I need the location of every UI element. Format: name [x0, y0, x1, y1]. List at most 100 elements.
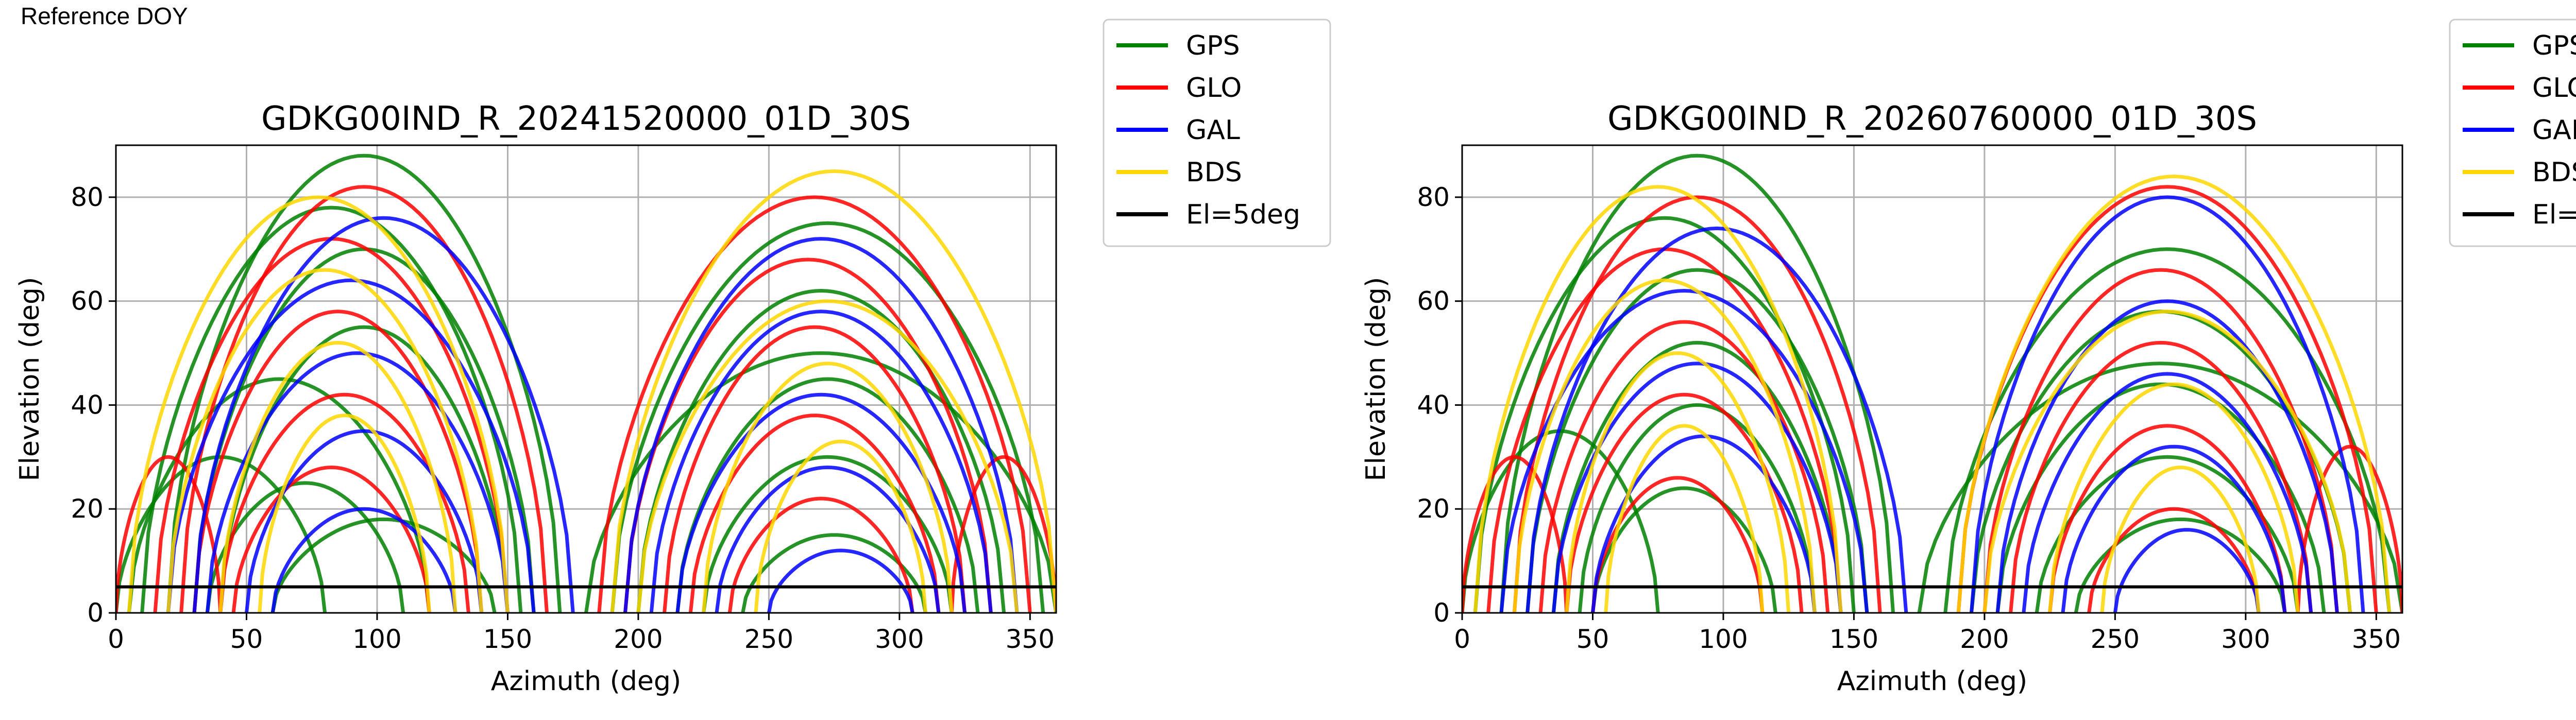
satellite-track-bds	[754, 439, 927, 613]
legend-label: GPS	[2532, 30, 2576, 61]
legend-label: GLO	[2532, 73, 2576, 104]
chart-title: GDKG00IND_R_20260760000_01D_30S	[1607, 100, 2257, 138]
series-bds	[1473, 175, 2392, 613]
satellite-track-gal	[649, 310, 993, 613]
x-tick-label: 100	[352, 624, 401, 654]
legend: GPS GLO GAL BDS El=5deg	[1103, 19, 1331, 247]
satellite-track-gps	[1917, 362, 2402, 613]
x-tick-label: 150	[1829, 624, 1878, 654]
x-tick-label: 250	[2091, 624, 2140, 654]
x-tick-label: 300	[2221, 624, 2270, 654]
satellite-track-glo	[597, 195, 1032, 613]
satellite-track-gal	[675, 392, 967, 613]
satellite-track-gps	[610, 221, 1045, 613]
satellite-track-gps	[140, 205, 523, 613]
satellite-track-gps	[1578, 403, 1817, 613]
x-tick-label: 0	[1454, 624, 1470, 654]
x-axis-label: Azimuth (deg)	[1837, 666, 2027, 697]
y-tick-label: 60	[1417, 286, 1450, 316]
subplot-left: 0 50 100 150 200 250 300 350 0 20 40 60 80 Azimuth (d…	[14, 19, 1331, 697]
satellite-track-gal	[2061, 444, 2287, 613]
y-axis-label: Elevation (deg)	[1361, 277, 1392, 482]
satellite-track-glo	[727, 496, 914, 613]
satellite-track-glo	[2048, 424, 2287, 613]
y-tick-label: 40	[1417, 390, 1450, 420]
legend-label: GAL	[2532, 115, 2576, 146]
x-tick-label: 350	[1006, 624, 1055, 654]
satellite-track-bds	[218, 340, 457, 613]
satellite-track-bds	[1956, 175, 2392, 613]
satellite-track-bds	[166, 268, 484, 613]
satellite-track-gal	[2022, 372, 2313, 613]
satellite-track-bds	[2048, 382, 2300, 613]
axes-frame	[115, 144, 1057, 614]
chart-title: GDKG00IND_R_20241520000_01D_30S	[261, 100, 911, 138]
y-tick-label: 60	[71, 286, 104, 316]
series-bds	[127, 169, 1056, 613]
x-tick-label: 200	[1960, 624, 2009, 654]
plot-area	[116, 153, 1056, 613]
satellite-track-gps	[702, 455, 954, 613]
x-tick-label: 200	[614, 624, 663, 654]
x-tick-label: 350	[2352, 624, 2401, 654]
satellite-track-gps	[636, 289, 1006, 613]
satellite-track-gps	[675, 377, 980, 613]
legend-label: BDS	[1186, 157, 1242, 188]
satellite-track-bds	[1604, 424, 1765, 613]
satellite-track-glo	[1591, 476, 1765, 613]
y-tick-label: 40	[71, 390, 104, 420]
satellite-track-gal	[245, 429, 484, 613]
satellite-track-bds	[610, 169, 1056, 613]
y-tick-label: 80	[1417, 182, 1450, 212]
x-tick-label: 0	[108, 624, 124, 654]
satellite-track-gal	[767, 548, 914, 613]
satellite-track-gal	[623, 237, 1019, 613]
legend-label: BDS	[2532, 157, 2576, 188]
x-tick-label: 300	[875, 624, 924, 654]
satellite-track-bds	[1512, 278, 1817, 613]
satellite-track-gps	[205, 481, 405, 613]
subplot-right: 0 50 100 150 200 250 300 350 0 20 40 60 80 Azimuth (d…	[1361, 19, 2576, 697]
satellite-track-gal	[166, 278, 536, 613]
legend: GPS GLO GAL BDS El=5deg	[2449, 19, 2576, 247]
satellite-track-bds	[2100, 466, 2261, 613]
satellite-track-gps	[270, 517, 497, 613]
satellite-track-bds	[636, 299, 1019, 613]
satellite-track-glo	[1462, 455, 1569, 613]
satellite-track-gal	[270, 507, 457, 613]
satellite-track-gal	[1995, 299, 2339, 613]
legend-label: El=5deg	[2532, 199, 2576, 230]
satellite-track-glo	[2296, 444, 2402, 613]
x-tick-label: 100	[1699, 624, 1748, 654]
satellite-track-glo	[116, 455, 223, 613]
series-gal	[166, 216, 1019, 613]
satellite-track-bds	[1473, 185, 1843, 613]
series-gps	[116, 153, 1056, 613]
satellite-track-gal	[715, 466, 941, 613]
satellite-track-glo	[663, 325, 967, 613]
legend-label: GPS	[1186, 30, 1240, 61]
legend-frame	[1103, 19, 1331, 247]
satellite-track-glo	[950, 455, 1056, 613]
x-axis-label: Azimuth (deg)	[491, 666, 681, 697]
x-tick-label: 250	[744, 624, 793, 654]
satellite-track-gal	[2113, 528, 2261, 613]
satellite-track-gps	[584, 351, 1056, 613]
series-gps	[1462, 153, 2402, 613]
y-axis-label: Elevation (deg)	[14, 277, 45, 482]
satellite-track-gps	[116, 455, 327, 613]
satellite-track-bds	[702, 362, 954, 613]
satellite-track-gps	[1526, 268, 1869, 613]
satellite-track-glo	[1982, 268, 2339, 613]
legend-frame	[2449, 19, 2576, 247]
x-tick-label: 50	[1577, 624, 1609, 654]
series-glo	[116, 185, 1056, 613]
satellite-track-gps	[166, 153, 562, 613]
satellite-track-gps	[1499, 153, 1895, 613]
satellite-track-glo	[623, 258, 993, 613]
satellite-track-gps	[1943, 247, 2392, 613]
legend-label: El=5deg	[1186, 199, 1300, 230]
satellite-track-glo	[231, 466, 431, 613]
satellite-track-bds	[258, 414, 431, 613]
